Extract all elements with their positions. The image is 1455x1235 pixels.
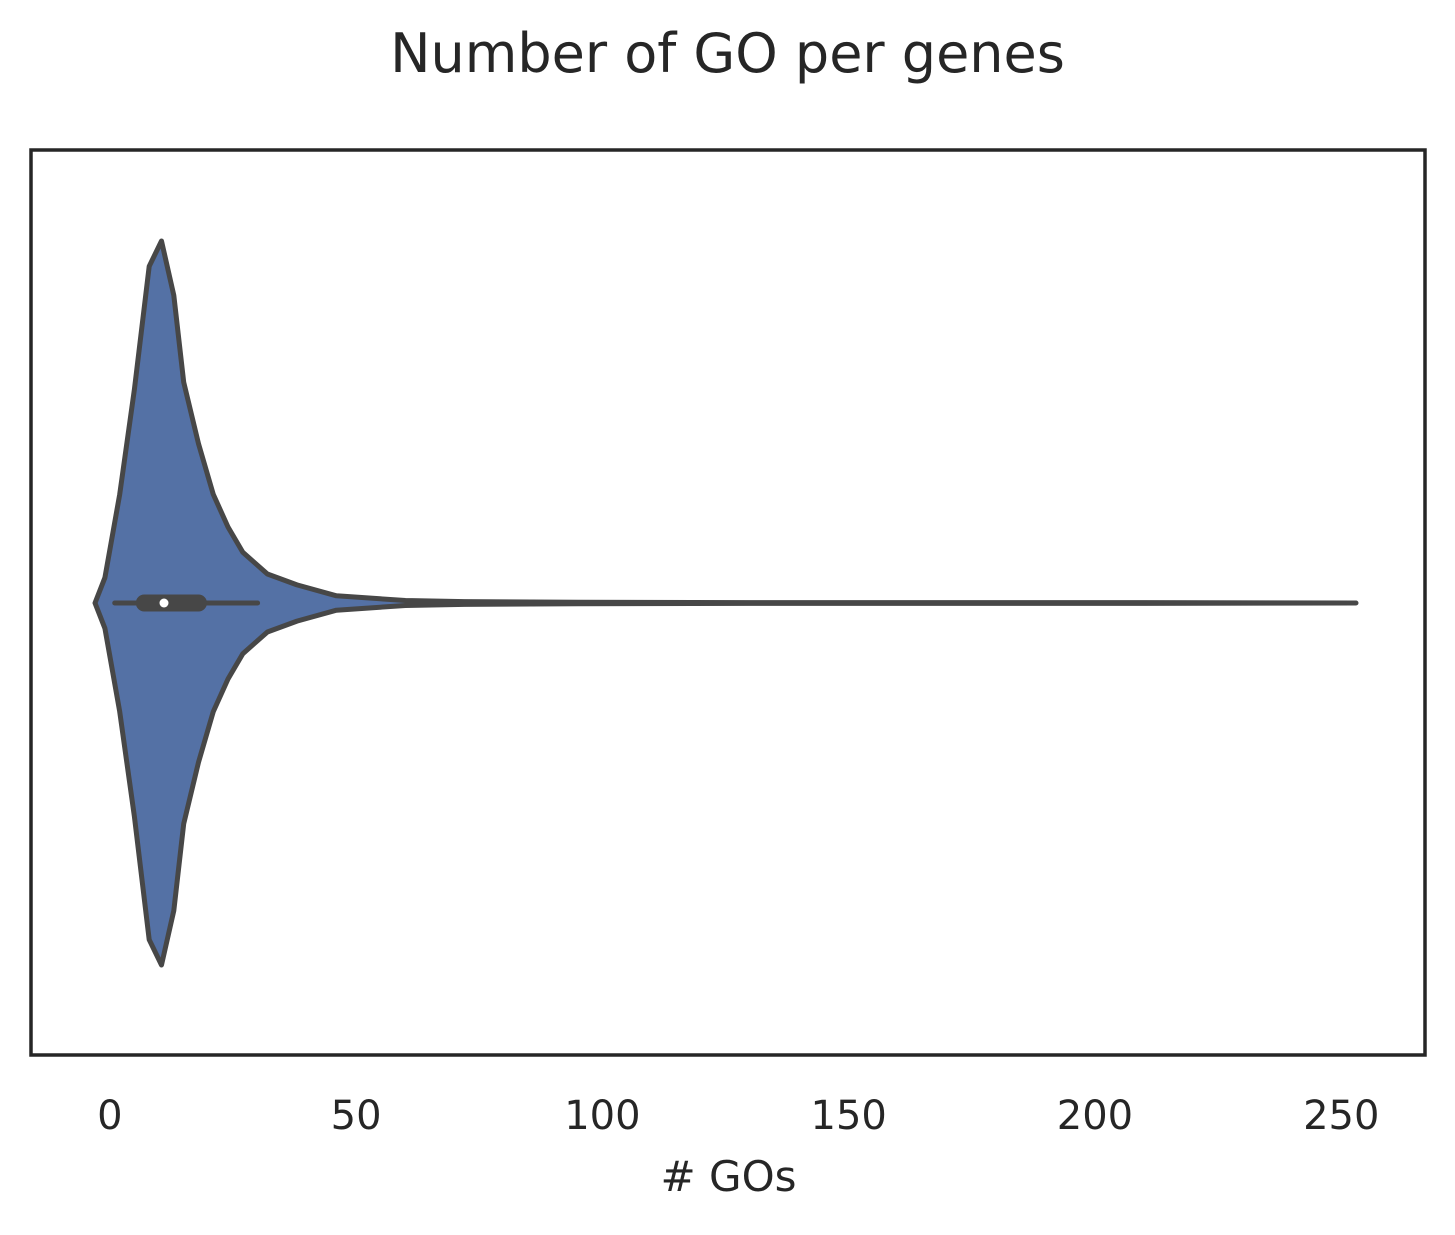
x-tick-label: 150 bbox=[811, 1093, 887, 1139]
plot-marks bbox=[92, 238, 1359, 968]
chart-title: Number of GO per genes bbox=[390, 22, 1065, 85]
axes-frame bbox=[29, 148, 1427, 1057]
median-point bbox=[159, 598, 169, 608]
x-tick-label: 50 bbox=[331, 1093, 382, 1139]
x-tick-label: 0 bbox=[97, 1093, 122, 1139]
x-axis-label: # GOs bbox=[660, 1152, 797, 1201]
x-tick-label: 100 bbox=[564, 1093, 640, 1139]
x-tick-labels: 0 50 100 150 200 250 bbox=[97, 1093, 1379, 1139]
violin-body bbox=[92, 238, 1359, 968]
x-tick-label: 200 bbox=[1057, 1093, 1133, 1139]
x-tick-label: 250 bbox=[1303, 1093, 1379, 1139]
